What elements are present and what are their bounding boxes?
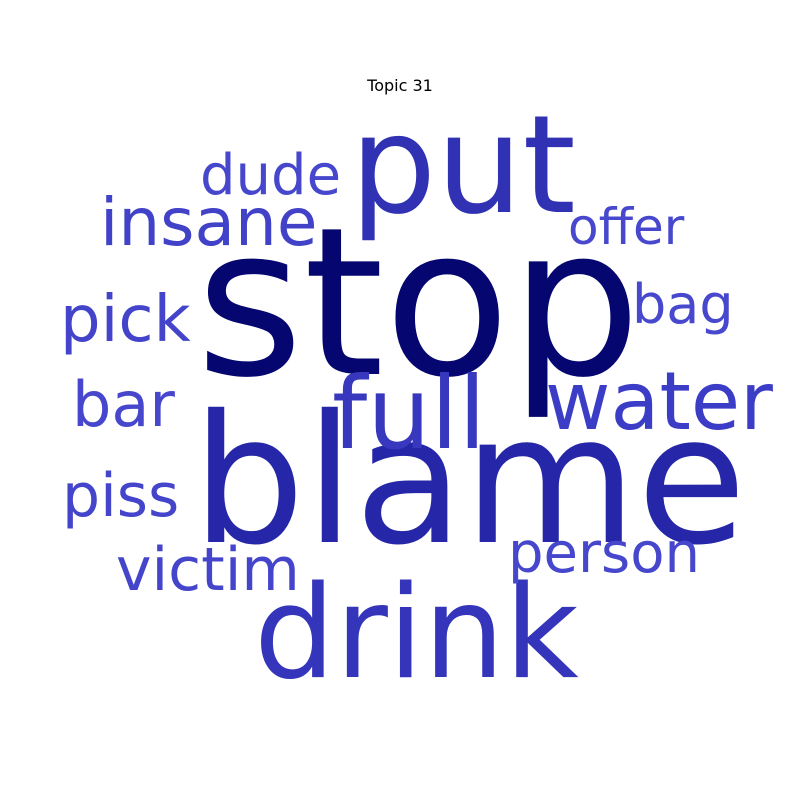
chart-title: Topic 31	[367, 76, 433, 95]
word-pick: pick	[60, 283, 191, 357]
word-drink: drink	[254, 559, 579, 708]
word-bag: bag	[632, 273, 734, 336]
word-water: water	[545, 355, 773, 448]
word-blame: blame	[192, 377, 747, 584]
word-person: person	[508, 521, 700, 586]
word-victim: victim	[116, 535, 300, 605]
word-offer: offer	[568, 198, 685, 256]
word-bar: bar	[72, 368, 175, 441]
word-piss: piss	[62, 461, 180, 531]
word-put: put	[350, 87, 576, 245]
word-insane: insane	[100, 184, 318, 261]
word-stop: stop	[196, 183, 641, 423]
word-full: full	[332, 355, 487, 472]
word-dude: dude	[200, 143, 342, 208]
